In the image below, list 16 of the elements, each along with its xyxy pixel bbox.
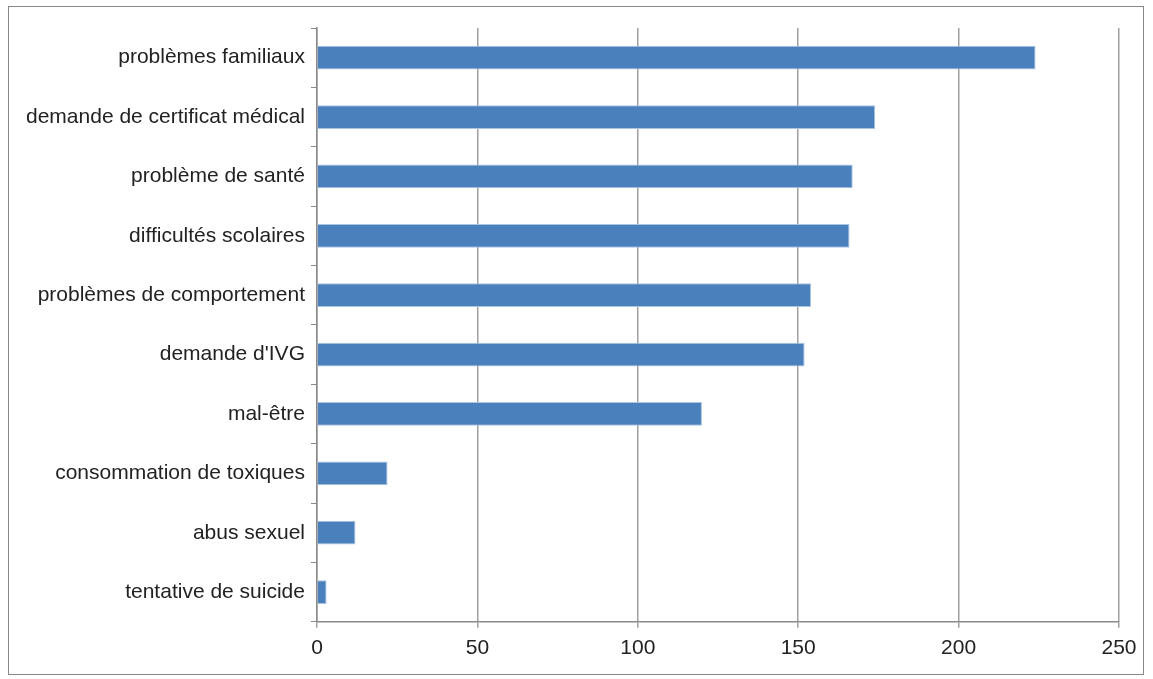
y-tick-label: abus sexuel [192,519,305,543]
x-tick-label: 0 [311,635,323,659]
y-tick-label: problème de santé [131,163,305,187]
y-tick-label: demande de certificat médical [25,103,305,127]
y-tick-label: problèmes de comportement [37,282,306,306]
x-tick-label: 100 [620,635,656,659]
y-tick-label: demande d'IVG [159,341,305,365]
y-tick-label: difficultés scolaires [129,222,305,246]
x-tick-label: 250 [1101,635,1137,659]
x-tick-label: 200 [941,635,977,659]
x-tick-label: 150 [780,635,816,659]
y-tick-label: mal-être [227,400,305,424]
y-tick-label: consommation de toxiques [55,460,305,484]
y-tick-label: tentative de suicide [125,578,305,602]
y-tick-label: problèmes familiaux [118,44,306,68]
x-tick-label: 50 [465,635,490,659]
